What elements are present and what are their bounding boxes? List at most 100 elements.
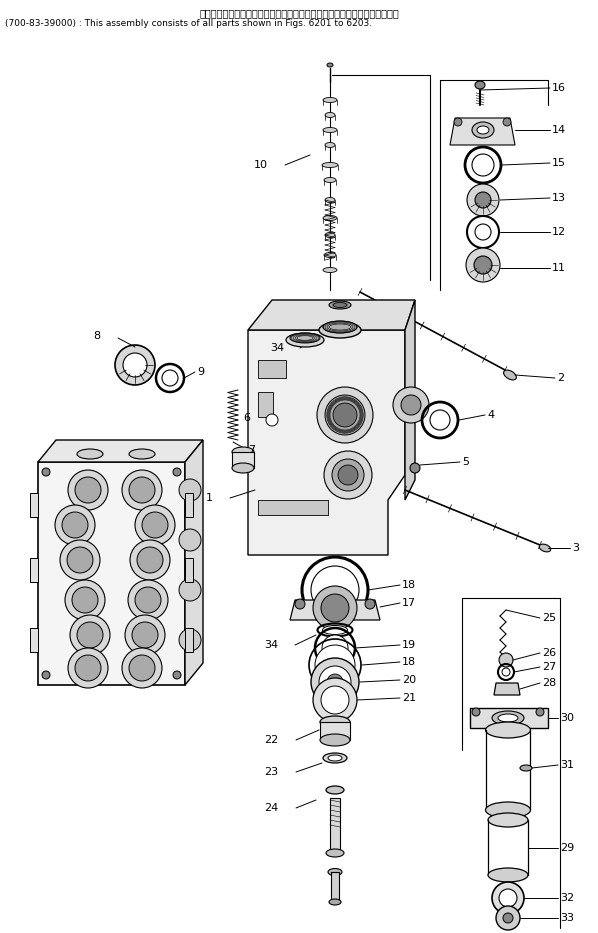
Circle shape: [75, 477, 101, 503]
Circle shape: [325, 395, 365, 435]
Circle shape: [162, 370, 178, 386]
Circle shape: [125, 615, 165, 655]
Text: 9: 9: [197, 367, 204, 377]
Circle shape: [311, 658, 359, 706]
Circle shape: [137, 547, 163, 573]
Ellipse shape: [326, 786, 344, 794]
Bar: [258, 392, 273, 417]
Ellipse shape: [498, 714, 518, 722]
Polygon shape: [494, 683, 520, 695]
Text: 32: 32: [560, 893, 574, 903]
Ellipse shape: [486, 722, 530, 738]
Ellipse shape: [327, 63, 333, 67]
Ellipse shape: [322, 625, 347, 634]
Ellipse shape: [325, 198, 335, 202]
Circle shape: [295, 599, 305, 609]
Circle shape: [68, 470, 108, 510]
Text: 31: 31: [560, 760, 574, 770]
Text: 25: 25: [542, 613, 556, 623]
Polygon shape: [30, 628, 38, 652]
Circle shape: [454, 118, 462, 126]
Circle shape: [72, 587, 98, 613]
Text: 17: 17: [402, 598, 416, 608]
Circle shape: [132, 622, 158, 648]
Text: 4: 4: [487, 410, 494, 420]
Ellipse shape: [320, 716, 350, 728]
Ellipse shape: [232, 463, 254, 473]
Ellipse shape: [324, 177, 336, 183]
Bar: [258, 500, 328, 515]
Circle shape: [135, 587, 161, 613]
Circle shape: [75, 655, 101, 681]
Ellipse shape: [325, 232, 335, 238]
Text: このアセンブリの構成部品は第６２０１図から第６２０３図まで含みます．: このアセンブリの構成部品は第６２０１図から第６２０３図まで含みます．: [199, 8, 399, 18]
Ellipse shape: [323, 753, 347, 763]
Text: 34: 34: [270, 343, 284, 353]
Ellipse shape: [324, 253, 336, 258]
Text: 16: 16: [552, 83, 566, 93]
Text: 28: 28: [542, 678, 556, 688]
Text: 18: 18: [402, 580, 416, 590]
Circle shape: [313, 678, 357, 722]
Ellipse shape: [323, 268, 337, 272]
Circle shape: [338, 465, 358, 485]
Text: 5: 5: [462, 457, 469, 467]
Ellipse shape: [504, 370, 517, 380]
Circle shape: [503, 913, 513, 923]
Text: 1: 1: [206, 493, 213, 503]
Circle shape: [410, 463, 420, 473]
Polygon shape: [470, 708, 548, 728]
Ellipse shape: [319, 322, 361, 338]
Circle shape: [327, 674, 343, 690]
Ellipse shape: [329, 899, 341, 905]
Text: 22: 22: [264, 735, 278, 745]
Circle shape: [179, 629, 201, 651]
Ellipse shape: [323, 98, 337, 103]
Text: 13: 13: [552, 193, 566, 203]
Circle shape: [62, 512, 88, 538]
Ellipse shape: [329, 301, 351, 309]
Ellipse shape: [325, 113, 335, 118]
Polygon shape: [405, 300, 415, 500]
Text: 7: 7: [248, 445, 255, 455]
Circle shape: [401, 395, 421, 415]
Circle shape: [311, 566, 359, 614]
Ellipse shape: [486, 802, 530, 818]
Circle shape: [317, 387, 373, 443]
Circle shape: [475, 224, 491, 240]
Bar: [331, 872, 339, 902]
Ellipse shape: [475, 81, 485, 89]
Text: 26: 26: [542, 648, 556, 658]
Polygon shape: [30, 493, 38, 517]
Circle shape: [365, 599, 375, 609]
Text: 19: 19: [402, 640, 416, 650]
Text: 20: 20: [402, 675, 416, 685]
Ellipse shape: [286, 333, 324, 347]
Circle shape: [142, 512, 168, 538]
Text: 33: 33: [560, 913, 574, 923]
Circle shape: [135, 505, 175, 545]
Circle shape: [122, 470, 162, 510]
Ellipse shape: [333, 302, 347, 308]
Polygon shape: [38, 462, 185, 685]
Bar: [330, 798, 340, 853]
Ellipse shape: [232, 447, 254, 457]
Ellipse shape: [477, 126, 489, 134]
Circle shape: [68, 648, 108, 688]
Ellipse shape: [325, 143, 335, 147]
Ellipse shape: [328, 869, 342, 875]
Circle shape: [499, 889, 517, 907]
Ellipse shape: [323, 216, 337, 220]
Circle shape: [474, 256, 492, 274]
Polygon shape: [248, 300, 415, 330]
Circle shape: [42, 671, 50, 679]
Text: 14: 14: [552, 125, 566, 135]
Circle shape: [130, 540, 170, 580]
Circle shape: [128, 580, 168, 620]
Bar: [232, 452, 254, 468]
Ellipse shape: [520, 765, 532, 771]
Circle shape: [466, 248, 500, 282]
Bar: [320, 722, 350, 740]
Circle shape: [315, 645, 355, 685]
Polygon shape: [38, 440, 203, 462]
